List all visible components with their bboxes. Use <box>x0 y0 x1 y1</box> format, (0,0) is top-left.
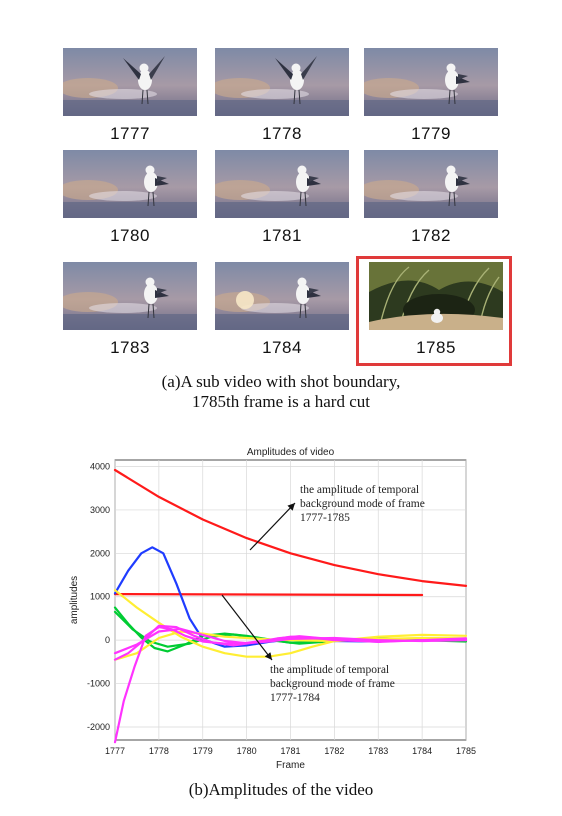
hard-cut-highlight-box <box>356 256 512 366</box>
caption-a-line1: (a)A sub video with shot boundary, <box>161 372 401 391</box>
y-tick-label: 3000 <box>90 505 110 515</box>
amplitude-chart: 1777 1778 1779 1780 1781 1782 1783 1784 1785 4000… <box>69 447 476 771</box>
series-line-magenta <box>113 624 468 661</box>
chart-title: Amplitudes of video <box>247 447 335 458</box>
y-tick-label: 0 <box>105 635 110 645</box>
series-line-yellow <box>113 630 468 661</box>
y-tick-label: 1000 <box>90 592 110 602</box>
caption-b: (b)Amplitudes of the video <box>188 780 374 799</box>
x-tick-label: 1783 <box>368 746 388 756</box>
x-tick-label: 1782 <box>324 746 344 756</box>
x-tick-label: 1785 <box>456 746 476 756</box>
frame-number-label: 1781 <box>262 226 302 245</box>
annotation-text-upper: background mode of frame <box>300 498 425 510</box>
gull-frame-image <box>63 150 197 218</box>
annotation-text-lower: 1777-1784 <box>270 692 320 704</box>
x-tick-label: 1778 <box>149 746 169 756</box>
gull-frame-image <box>63 262 197 330</box>
y-tick-label: 4000 <box>90 462 110 472</box>
annotation-arrow-lower <box>221 594 273 661</box>
x-tick-label: 1777 <box>105 746 125 756</box>
gull-frame-image <box>215 262 349 330</box>
x-tick-label: 1780 <box>237 746 257 756</box>
frame-number-label: 1785 <box>416 338 456 357</box>
annotation-arrow-upper <box>249 502 296 551</box>
frame-thumbnail-grid: 1777 1778 <box>0 0 562 380</box>
series-line-red <box>113 593 424 597</box>
y-axis-label: amplitudes <box>69 576 80 624</box>
gull-frame-image <box>364 150 498 218</box>
frame-number-label: 1780 <box>110 226 150 245</box>
y-tick-label: 2000 <box>90 548 110 558</box>
annotation-text-lower: the amplitude of temporal <box>270 664 389 676</box>
frame-number-label: 1782 <box>411 226 451 245</box>
annotation-text-lower: background mode of frame <box>270 678 395 690</box>
frame-number-label: 1777 <box>110 124 150 143</box>
annotation-text-upper: 1777-1785 <box>300 512 350 524</box>
series-line-red <box>113 468 468 587</box>
series-line-magenta <box>113 627 468 655</box>
frame-number-label: 1783 <box>110 338 150 357</box>
gull-frame-image <box>63 48 197 116</box>
frame-number-label: 1778 <box>262 124 302 143</box>
x-axis-label: Frame <box>276 760 305 771</box>
x-tick-label: 1781 <box>280 746 300 756</box>
gull-frame-image <box>215 48 349 116</box>
x-tick-label: 1779 <box>193 746 213 756</box>
y-tick-label: -2000 <box>87 722 110 732</box>
x-tick-label: 1784 <box>412 746 432 756</box>
grass-frame-image <box>369 262 503 330</box>
caption-a-line2: 1785th frame is a hard cut <box>192 392 370 411</box>
annotation-text-upper: the amplitude of temporal <box>300 484 419 496</box>
gull-frame-image <box>215 150 349 218</box>
frame-number-label: 1784 <box>262 338 302 357</box>
gull-frame-image <box>364 48 498 116</box>
frame-number-label: 1779 <box>411 124 451 143</box>
y-tick-label: -1000 <box>87 679 110 689</box>
